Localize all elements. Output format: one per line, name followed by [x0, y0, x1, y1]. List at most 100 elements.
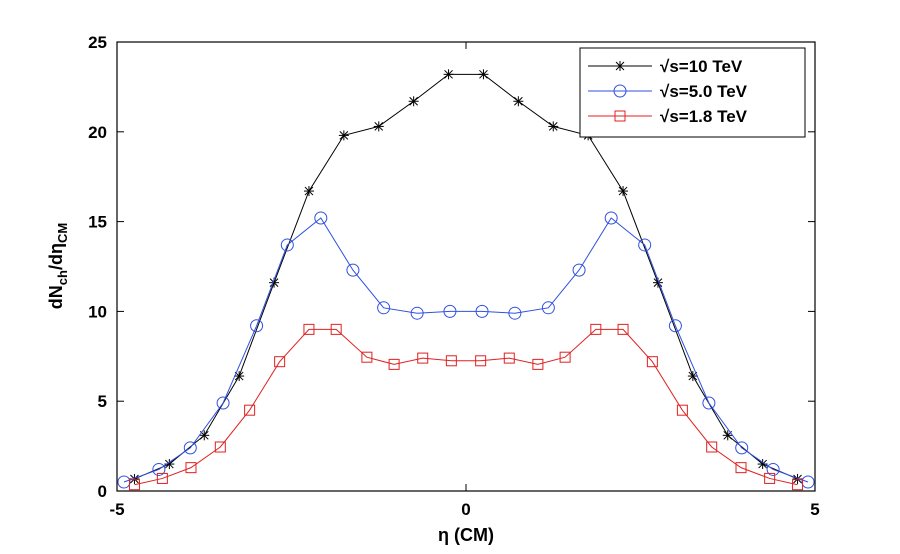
marker: [478, 69, 489, 80]
marker: [548, 121, 559, 132]
marker: [613, 84, 627, 98]
x-tick-label: 5: [810, 500, 819, 519]
marker-shape: [702, 396, 716, 410]
marker: [646, 356, 658, 368]
marker: [338, 130, 349, 141]
series-line: [134, 73, 798, 480]
marker: [617, 323, 629, 335]
marker-shape: [503, 352, 515, 364]
marker-shape: [409, 96, 419, 106]
marker: [280, 238, 294, 252]
marker: [559, 351, 571, 363]
marker-shape: [314, 211, 328, 225]
marker: [234, 371, 245, 382]
marker-shape: [214, 441, 226, 453]
marker-shape: [653, 278, 663, 288]
marker: [792, 479, 804, 491]
marker: [117, 475, 131, 489]
marker-shape: [758, 459, 768, 469]
marker-shape: [613, 84, 627, 98]
marker-shape: [572, 263, 586, 277]
marker-shape: [250, 319, 264, 333]
marker: [792, 473, 803, 484]
y-tick-label: 5: [98, 392, 107, 411]
marker: [615, 61, 625, 71]
marker: [417, 352, 429, 364]
marker: [156, 472, 168, 484]
marker: [764, 472, 776, 484]
marker-shape: [735, 441, 749, 455]
marker-shape: [676, 404, 688, 416]
marker: [638, 238, 652, 252]
marker: [668, 319, 682, 333]
marker-shape: [388, 358, 400, 370]
marker: [185, 462, 197, 474]
marker: [183, 441, 197, 455]
marker-shape: [444, 69, 453, 79]
marker: [513, 96, 524, 107]
marker-shape: [346, 263, 360, 277]
x-axis-label: η (CM): [438, 525, 494, 545]
marker: [303, 323, 315, 335]
marker-shape: [475, 355, 487, 367]
marker-shape: [377, 301, 391, 315]
marker-shape: [280, 238, 294, 252]
marker-shape: [183, 441, 197, 455]
y-tick-label: 20: [88, 123, 107, 142]
marker: [377, 301, 391, 315]
marker: [722, 430, 733, 441]
marker: [590, 323, 602, 335]
marker: [532, 358, 544, 370]
marker-shape: [541, 301, 555, 315]
marker-shape: [614, 110, 626, 122]
marker-shape: [374, 122, 384, 131]
marker: [702, 396, 716, 410]
marker-shape: [766, 462, 780, 476]
marker: [244, 404, 256, 416]
marker-shape: [361, 351, 373, 363]
marker: [508, 306, 522, 320]
marker-shape: [801, 475, 815, 489]
marker-shape: [339, 131, 349, 140]
y-tick-label: 25: [88, 33, 107, 52]
marker-shape: [152, 462, 166, 476]
marker-shape: [792, 479, 804, 491]
marker: [652, 277, 663, 288]
y-tick-label: 0: [98, 482, 107, 501]
x-tick-label: -5: [109, 500, 124, 519]
marker: [735, 441, 749, 455]
marker-shape: [274, 356, 286, 368]
marker-shape: [303, 323, 315, 335]
marker: [618, 186, 629, 197]
marker-shape: [330, 323, 342, 335]
marker: [152, 462, 166, 476]
marker: [410, 306, 424, 320]
marker: [766, 462, 780, 476]
legend-label: √s=1.8 TeV: [660, 107, 748, 126]
marker-shape: [417, 352, 429, 364]
series-line: [134, 328, 798, 486]
legend-label: √s=10 TeV: [660, 57, 743, 76]
marker: [199, 430, 210, 441]
marker: [443, 69, 454, 80]
marker-shape: [234, 371, 244, 381]
marker-shape: [706, 441, 718, 453]
legend-label: √s=5.0 TeV: [660, 82, 748, 101]
marker-shape: [304, 186, 314, 196]
marker-shape: [156, 472, 168, 484]
marker-shape: [244, 404, 256, 416]
marker-shape: [117, 475, 131, 489]
marker-shape: [646, 356, 658, 368]
marker-shape: [185, 462, 197, 474]
y-axis-label: dNch/dηCM: [46, 223, 70, 309]
marker: [475, 304, 489, 318]
marker-shape: [735, 462, 747, 474]
marker: [687, 371, 698, 382]
marker: [475, 355, 487, 367]
marker-shape: [559, 351, 571, 363]
marker: [314, 211, 328, 225]
marker: [214, 441, 226, 453]
marker: [572, 263, 586, 277]
marker: [129, 473, 140, 484]
marker-shape: [445, 355, 457, 367]
